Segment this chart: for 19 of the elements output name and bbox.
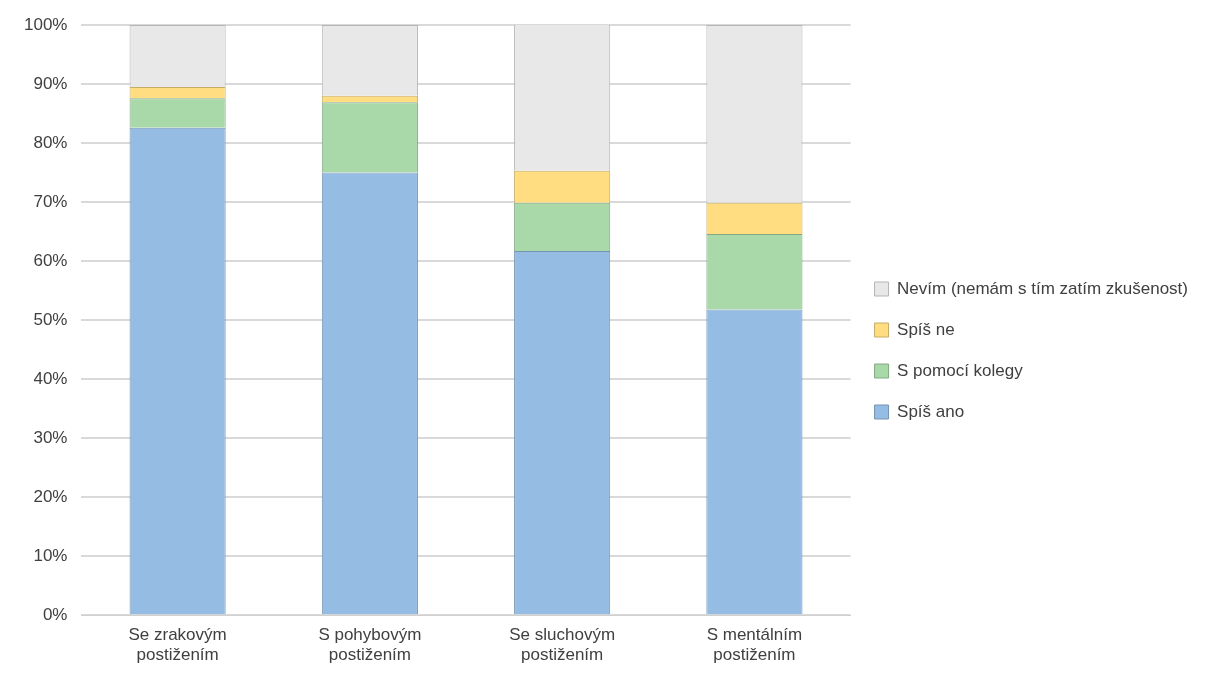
y-tick-label: 10% <box>33 545 68 565</box>
x-tick-label: S mentálním postižením <box>706 625 803 665</box>
legend-label: Spíš ne <box>897 319 955 339</box>
x-tick-label: S pohybovým postižením <box>318 625 422 665</box>
y-tick-label: 20% <box>33 486 68 506</box>
y-tick-label: 50% <box>33 309 68 329</box>
y-tick-label: 70% <box>33 191 68 211</box>
y-tick-label: 90% <box>33 73 68 93</box>
legend-label: S pomocí kolegy <box>897 360 1024 380</box>
y-tick-label: 60% <box>33 250 68 270</box>
y-tick-label: 0% <box>42 604 68 624</box>
y-tick-label: 80% <box>33 132 68 152</box>
x-tick-label: Se zrakovým postižením <box>128 625 227 665</box>
y-tick-label: 30% <box>33 427 68 447</box>
y-tick-label: 40% <box>33 368 68 388</box>
x-tick-label: Se sluchovým postižením <box>509 625 616 665</box>
legend-label: Spíš ano <box>897 401 965 421</box>
y-tick-label: 100% <box>24 14 68 34</box>
legend-label: Nevím (nemám s tím zatím zkušenost) <box>897 278 1188 298</box>
